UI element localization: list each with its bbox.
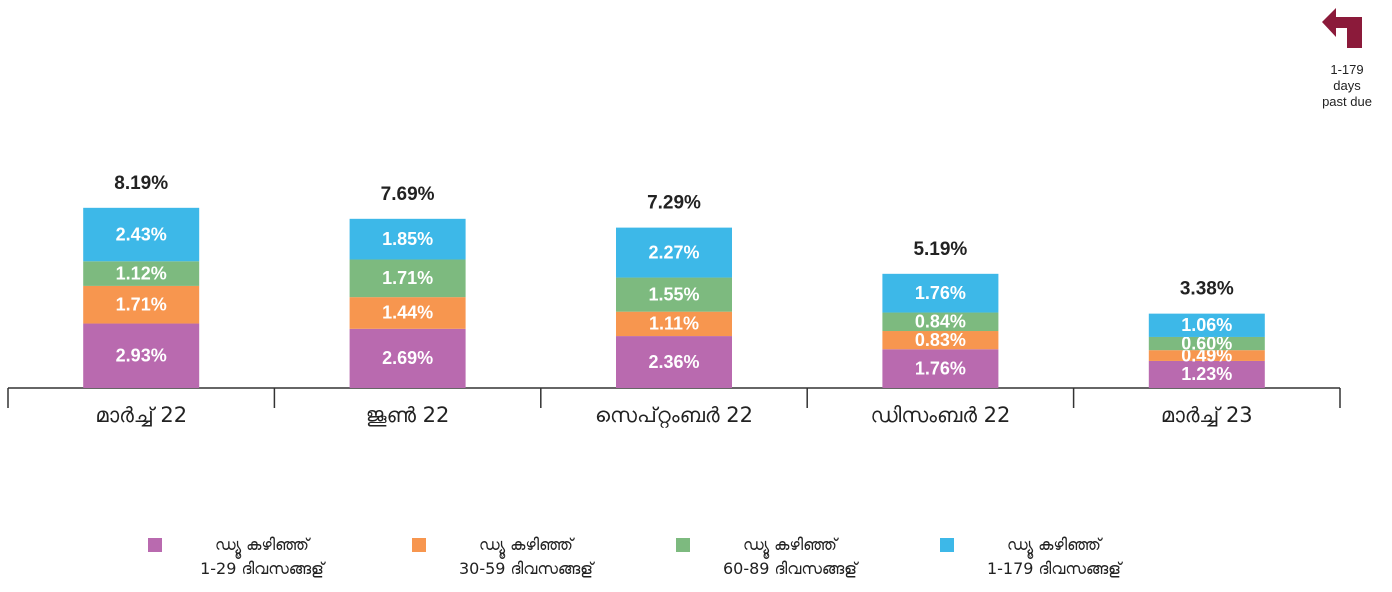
- data-label: 0.83%: [915, 330, 966, 350]
- total-label: 7.69%: [381, 184, 435, 205]
- bar-segment: [882, 349, 999, 388]
- legend-label: ഡ്യൂ കഴിഞ്ഞ് 30-59 ദിവസങ്ങള്: [458, 535, 594, 578]
- bar-segment: [1148, 360, 1265, 388]
- data-label: 1.12%: [116, 263, 167, 283]
- total-label: 8.19%: [114, 173, 168, 194]
- x-tick-label: മാർച്ച് 23: [1161, 403, 1253, 427]
- data-label: 1.23%: [1181, 364, 1232, 384]
- bar-segment: [83, 285, 200, 324]
- data-label: 2.43%: [116, 224, 167, 244]
- bar-segment: [83, 261, 200, 286]
- data-label: 2.93%: [116, 346, 167, 366]
- corner-icon: [1322, 8, 1362, 48]
- bar-segment: [349, 218, 466, 260]
- bar-segment: [349, 297, 466, 329]
- legend-label: ഡ്യൂ കഴിഞ്ഞ് 1-179 ദിവസങ്ങള്: [986, 535, 1122, 578]
- bar-segment: [882, 273, 999, 313]
- legend-label: ഡ്യൂ കഴിഞ്ഞ് 1-29 ദിവസങ്ങള്: [200, 535, 324, 578]
- bar-segment: [83, 207, 200, 262]
- bar-segment: [616, 311, 732, 337]
- bar-segment: [616, 227, 732, 278]
- bar-segment: [616, 336, 732, 388]
- bar-segment: [616, 277, 732, 312]
- data-label: 1.85%: [382, 229, 433, 249]
- corner-note: 1-179 days past due: [1322, 62, 1372, 109]
- data-label: 0.49%: [1181, 345, 1232, 365]
- bar-segment: [1148, 336, 1265, 351]
- legend-label: ഡ്യൂ കഴിഞ്ഞ് 60-89 ദിവസങ്ങള്: [722, 535, 858, 578]
- data-label: 2.27%: [648, 242, 699, 262]
- data-label: 1.76%: [915, 283, 966, 303]
- data-label: 0.84%: [915, 312, 966, 332]
- x-tick-label: ഡിസംബർ 22: [870, 403, 1010, 427]
- x-tick-label: മാർച്ച് 22: [95, 403, 187, 427]
- data-label: 0.60%: [1181, 333, 1232, 353]
- data-label: 1.71%: [116, 294, 167, 314]
- x-tick-label: ജൂൺ 22: [366, 403, 450, 427]
- data-label: 1.76%: [915, 358, 966, 378]
- legend-swatch: [148, 538, 162, 552]
- bar-segment: [349, 328, 466, 388]
- total-label: 3.38%: [1180, 279, 1234, 300]
- legend-swatch: [412, 538, 426, 552]
- bar-segment: [83, 323, 200, 388]
- bar-segment: [882, 312, 999, 332]
- data-label: 2.36%: [648, 352, 699, 372]
- total-label: 7.29%: [647, 193, 701, 214]
- bar-segment: [1148, 350, 1265, 361]
- data-label: 1.06%: [1181, 315, 1232, 335]
- total-label: 5.19%: [913, 239, 967, 260]
- data-label: 1.44%: [382, 303, 433, 323]
- data-label: 1.11%: [649, 314, 699, 334]
- bar-segment: [1148, 313, 1265, 337]
- bar-segment: [882, 331, 999, 350]
- legend-swatch: [676, 538, 690, 552]
- x-tick-label: സെപ്റ്റംബർ 22: [595, 403, 753, 429]
- data-label: 1.71%: [382, 268, 433, 288]
- data-label: 2.69%: [382, 348, 433, 368]
- data-label: 1.55%: [648, 284, 699, 304]
- legend-swatch: [940, 538, 954, 552]
- bar-segment: [349, 259, 466, 298]
